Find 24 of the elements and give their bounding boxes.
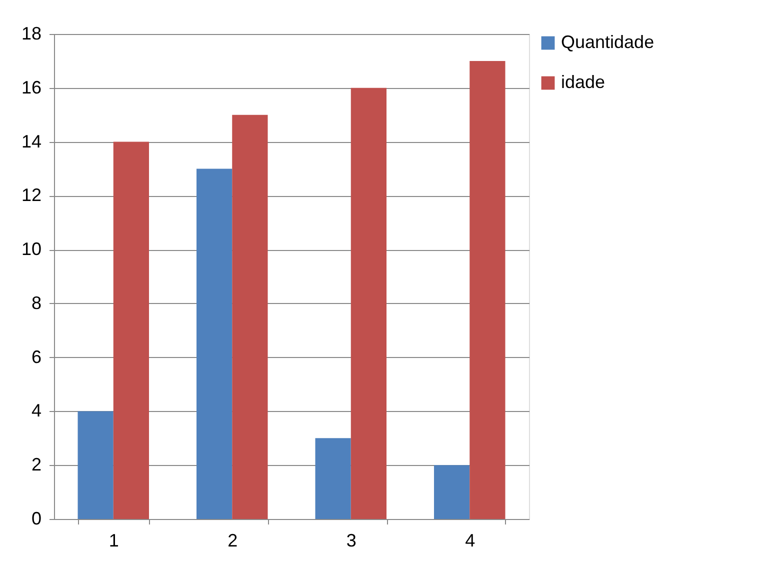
- x-tick-label: 3: [346, 530, 356, 550]
- y-tick-label: 4: [31, 400, 42, 421]
- x-tick-label: 2: [228, 530, 238, 550]
- bar: [232, 114, 268, 519]
- bar: [78, 411, 114, 519]
- y-tick-label: 12: [21, 185, 42, 206]
- y-tick-label: 16: [21, 77, 42, 98]
- y-tick-label: 10: [21, 239, 42, 260]
- y-tick-label: 2: [31, 454, 42, 475]
- bar: [196, 168, 232, 519]
- legend-label: Quantidade: [561, 32, 654, 52]
- legend-label: idade: [561, 72, 606, 92]
- bar: [113, 142, 149, 519]
- bar: [434, 465, 470, 519]
- bar: [315, 438, 351, 519]
- y-tick-label: 18: [21, 24, 42, 44]
- bar: [350, 88, 386, 519]
- y-tick-label: 8: [31, 292, 42, 313]
- x-tick-label: 4: [465, 530, 476, 550]
- y-tick-label: 14: [21, 131, 42, 152]
- bar: [470, 60, 506, 519]
- y-tick-label: 0: [31, 508, 42, 528]
- x-tick-label: 1: [108, 530, 119, 550]
- y-tick-label: 6: [31, 346, 42, 367]
